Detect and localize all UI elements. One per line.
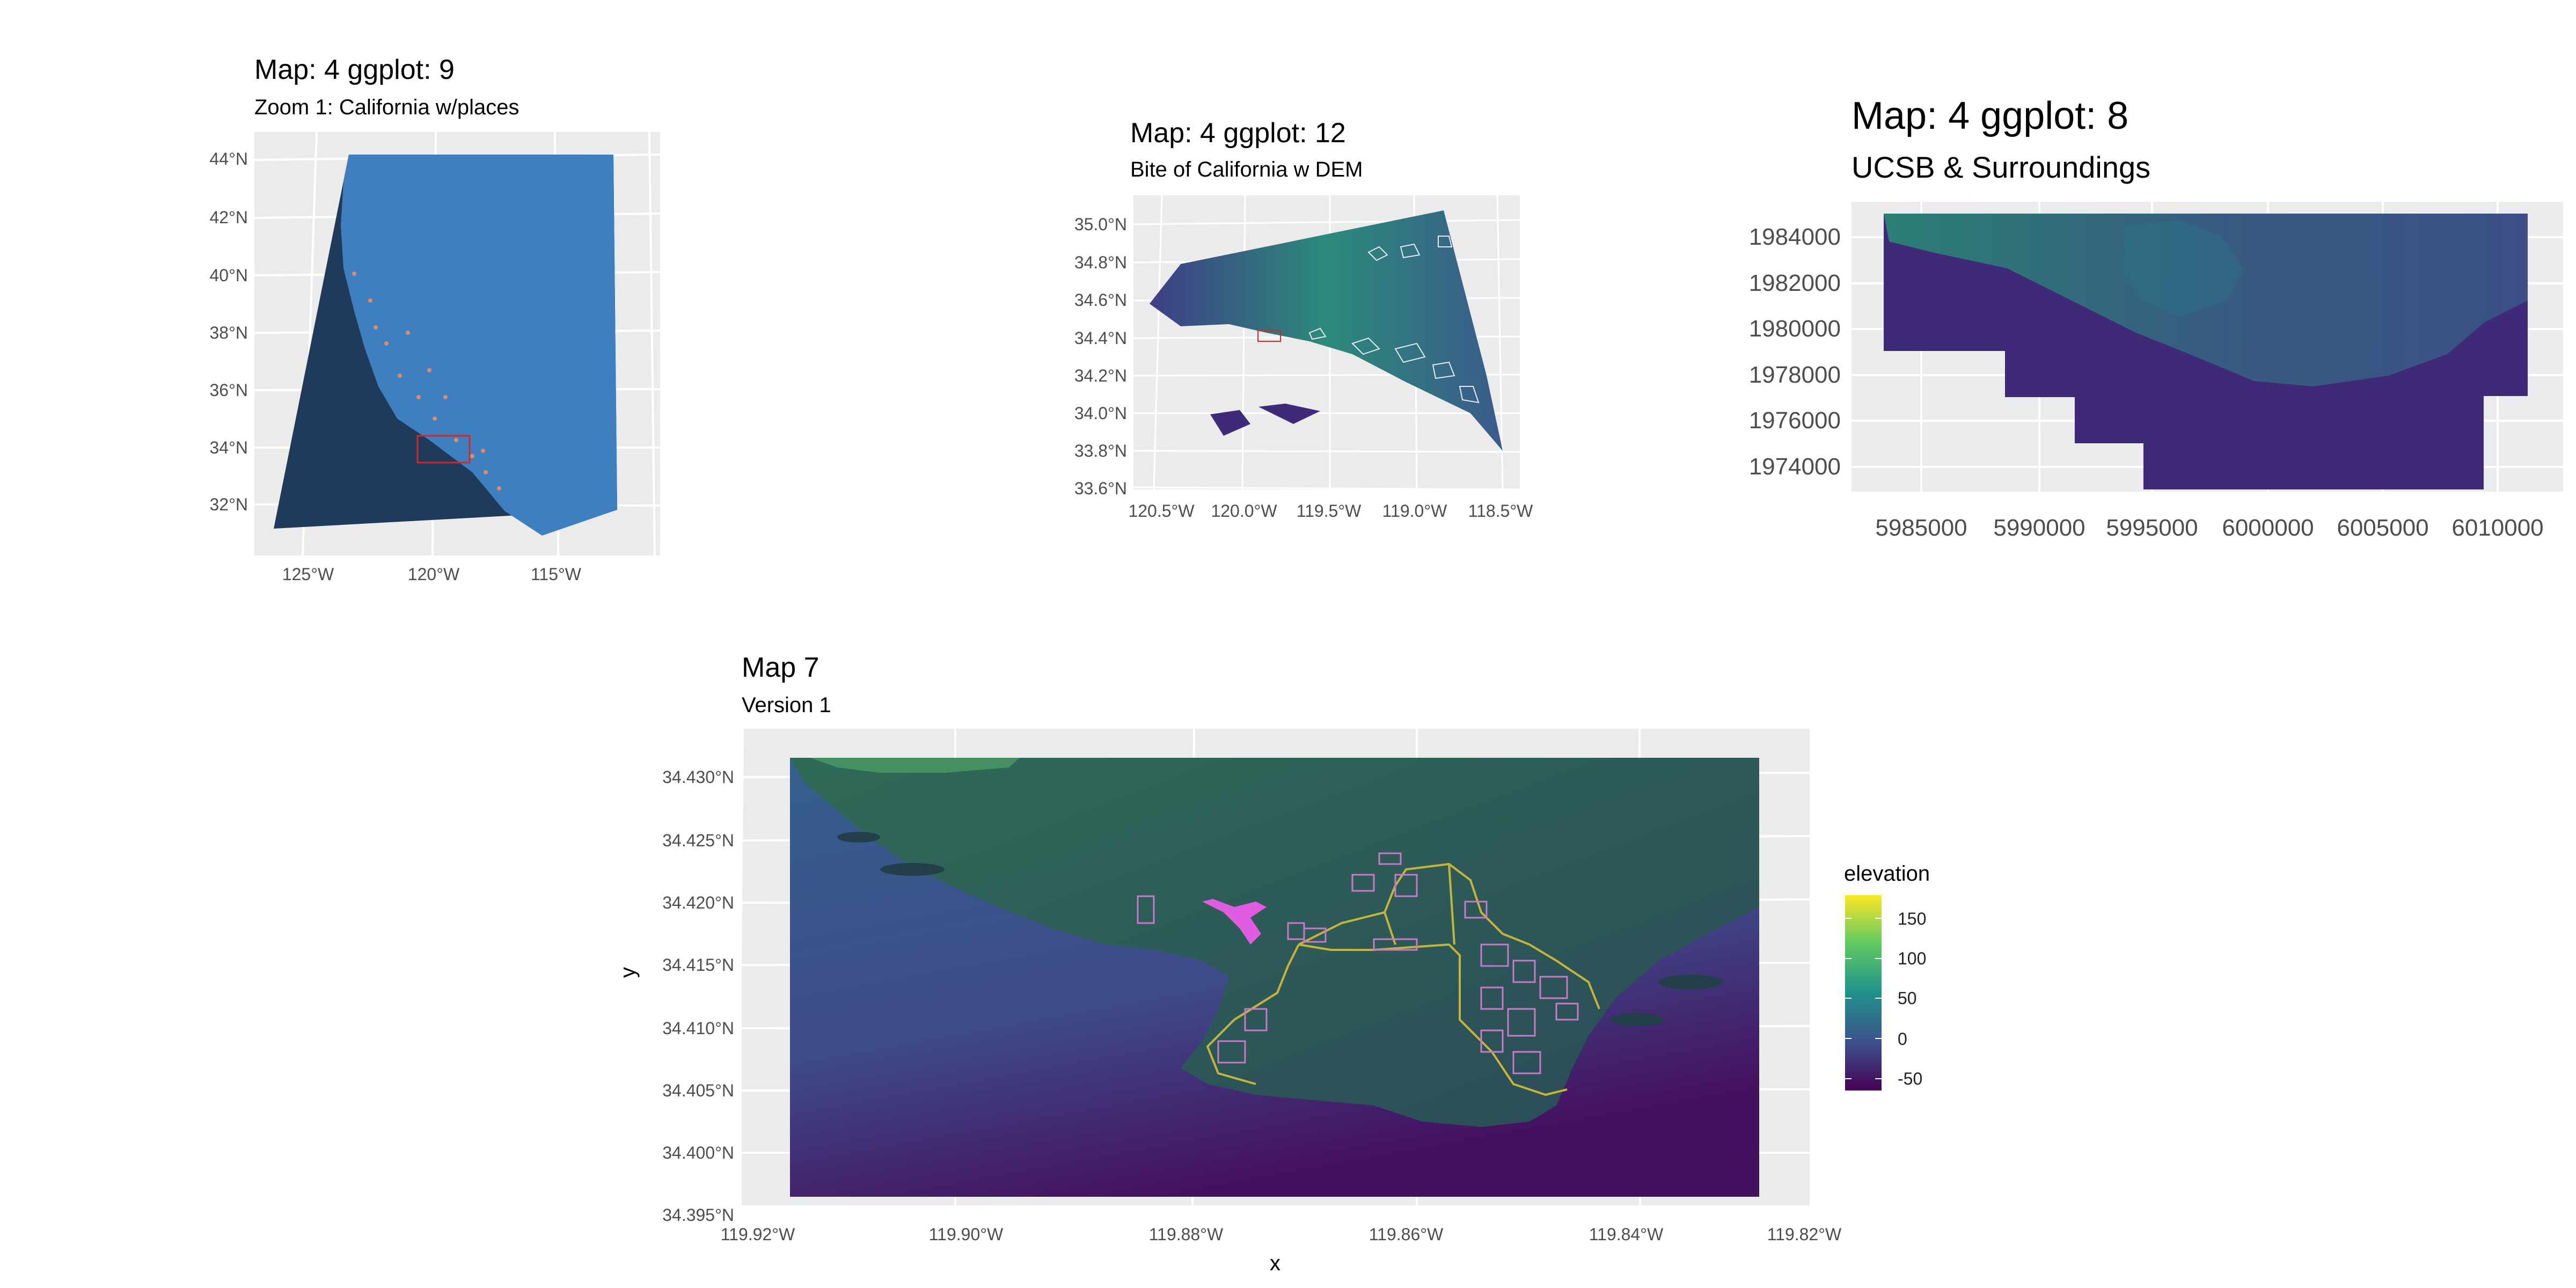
panel-2-y-tick: 35.0°N <box>1074 215 1127 234</box>
panel-1-title: Map: 4 ggplot: 9 <box>254 54 455 85</box>
panel-1-y-tick: 42°N <box>209 208 248 227</box>
panel-2-y-tick: 34.8°N <box>1074 253 1127 272</box>
panel-4-x-tick: 119.86°W <box>1368 1225 1444 1244</box>
lagoon <box>2120 220 2243 317</box>
panel-4-y-tick: 34.400°N <box>662 1143 734 1162</box>
panel-1-y-tick: 44°N <box>209 149 248 169</box>
place-outlines <box>1308 236 1480 404</box>
panel-1-x-tick: 125°W <box>282 565 334 584</box>
panel-3-y-tick: 1974000 <box>1748 453 1841 480</box>
panel-4-title: Map 7 <box>742 652 819 683</box>
colorbar-ticks <box>1845 918 1882 1079</box>
panel-2-x-tick: 120.0°W <box>1211 501 1277 521</box>
legend-tick: 100 <box>1898 949 1927 968</box>
panel-1-y-tick: 36°N <box>209 380 248 400</box>
panel-4-y-tick: 34.410°N <box>662 1019 734 1038</box>
campus-lagoon <box>1202 899 1267 945</box>
panel-2-y-tick: 33.8°N <box>1074 441 1127 460</box>
panel-2-y-tick: 34.6°N <box>1074 290 1127 310</box>
panel-2-plot <box>1133 195 1520 491</box>
panel-3-x-tick: 5985000 <box>1875 515 1967 541</box>
panel-1-subtitle: Zoom 1: California w/places <box>254 96 519 119</box>
panel-4-subtitle: Version 1 <box>742 693 831 717</box>
panel-2-x-tick: 118.5°W <box>1468 501 1533 521</box>
elevation-colorbar <box>1845 895 1882 1091</box>
panel-3-subtitle: UCSB & Surroundings <box>1851 150 2151 184</box>
legend-title: elevation <box>1844 862 1930 885</box>
panel-4-x-tick: 119.88°W <box>1148 1225 1224 1244</box>
panel-4-y-tick: 34.420°N <box>662 893 734 912</box>
panel-4-x-tick: 119.82°W <box>1767 1225 1842 1244</box>
panel-3-y-tick: 1984000 <box>1748 224 1841 250</box>
panel-2-y-tick: 34.0°N <box>1074 404 1127 423</box>
campus-roads <box>1206 862 1600 1096</box>
panel-2-x-tick: 119.0°W <box>1382 501 1447 521</box>
panel-1-x-tick: 120°W <box>407 565 460 584</box>
panel-1-plot <box>254 131 661 556</box>
coastline-land <box>790 758 1759 1127</box>
legend-tick: 0 <box>1898 1029 1907 1049</box>
panel-3-x-tick: 6005000 <box>2337 515 2429 541</box>
panel-2-x-tick: 119.5°W <box>1296 501 1362 521</box>
channel-island-1 <box>1210 410 1250 436</box>
panel-3-x-tick: 6000000 <box>2222 515 2314 541</box>
panel-4-plot <box>737 728 1812 1206</box>
legend-tick: -50 <box>1898 1069 1923 1088</box>
panel-3-plot <box>1851 202 2563 492</box>
study-area-box-2 <box>1257 330 1281 342</box>
bluff-bright <box>810 758 1020 773</box>
campus-buildings <box>1137 852 1579 1074</box>
panel-4-y-axis-label: y <box>616 967 640 978</box>
panel-3-title: Map: 4 ggplot: 8 <box>1851 94 2129 137</box>
panel-4-y-tick: 34.425°N <box>662 831 734 850</box>
panel-3-x-tick: 5995000 <box>2106 515 2198 541</box>
dem-area <box>1150 210 1503 451</box>
reef-patches <box>837 832 1723 1026</box>
panel-3-y-tick: 1976000 <box>1748 407 1841 434</box>
panel-2-y-tick: 34.2°N <box>1074 366 1127 385</box>
panel-3-x-tick: 6010000 <box>2451 515 2544 541</box>
panel-4-y-tick: 34.395°N <box>662 1205 734 1225</box>
legend-tick: 50 <box>1898 989 1917 1008</box>
panel-2-subtitle: Bite of California w DEM <box>1130 158 1363 181</box>
panel-4-y-tick: 34.405°N <box>662 1081 734 1100</box>
legend-tick: 150 <box>1898 909 1927 928</box>
panel-3-x-tick: 5990000 <box>1993 515 2085 541</box>
panel-4-x-axis-label: x <box>1270 1252 1280 1275</box>
panel-3-y-tick: 1980000 <box>1748 316 1841 342</box>
panel-2-x-tick: 120.5°W <box>1128 501 1195 521</box>
panel-4-x-tick: 119.90°W <box>928 1225 1004 1244</box>
panel-4-x-tick: 119.92°W <box>720 1225 795 1244</box>
panel-4-y-tick: 34.430°N <box>662 767 734 787</box>
panel-4-x-tick: 119.84°W <box>1589 1225 1664 1244</box>
panel-1-y-tick: 40°N <box>209 266 248 285</box>
panel-1-y-tick: 34°N <box>209 438 248 457</box>
channel-island-2 <box>1258 404 1320 424</box>
panel-2-title: Map: 4 ggplot: 12 <box>1130 118 1346 149</box>
panel-1-y-tick: 38°N <box>209 323 248 342</box>
california-land <box>341 155 617 536</box>
panel-1-y-tick: 32°N <box>209 495 248 514</box>
panel-3-y-tick: 1978000 <box>1748 362 1841 388</box>
study-area-box <box>416 435 471 464</box>
panel-3-y-tick: 1982000 <box>1748 270 1841 296</box>
panel-1-x-tick: 115°W <box>530 565 582 584</box>
panel-2-y-tick: 33.6°N <box>1074 479 1127 498</box>
places-points <box>352 272 501 491</box>
panel-4-y-tick: 34.415°N <box>662 955 734 975</box>
panel-2-y-tick: 34.4°N <box>1074 328 1127 348</box>
